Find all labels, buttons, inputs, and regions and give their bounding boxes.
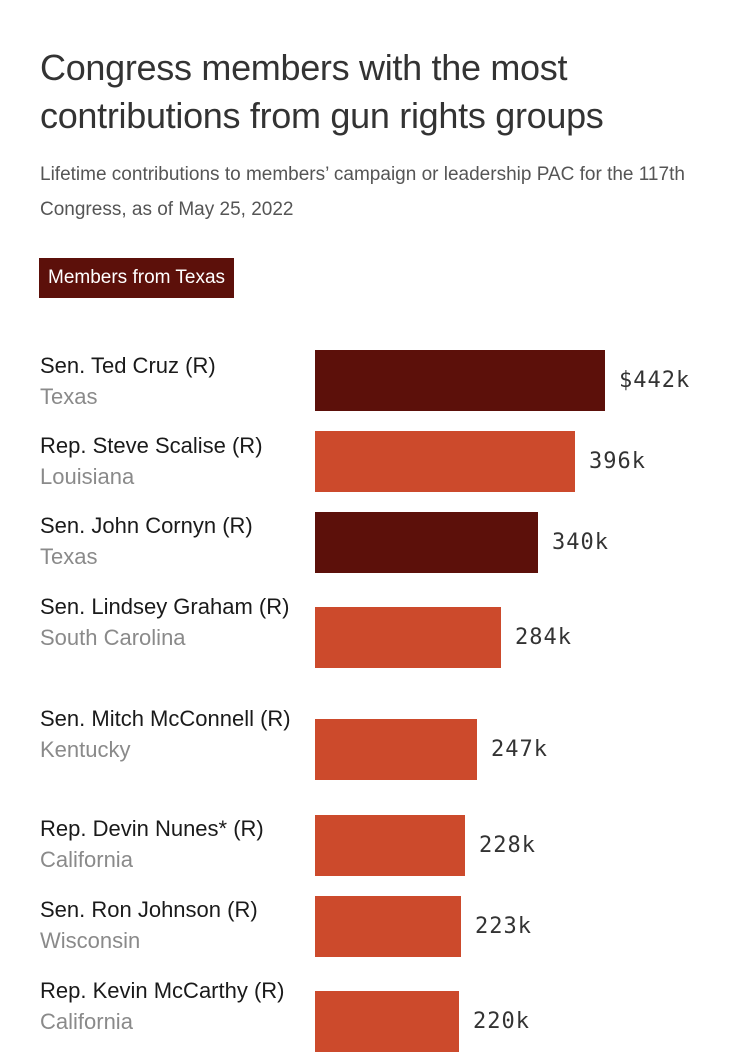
member-state: Texas — [40, 544, 98, 569]
bar — [315, 991, 459, 1052]
member-name: Sen. Lindsey Graham (R) — [40, 594, 290, 619]
row-label: Sen. Ron Johnson (R) Wisconsin — [40, 894, 305, 956]
row-label: Sen. Mitch McConnell (R) Kentucky — [40, 703, 305, 765]
member-state: Wisconsin — [40, 928, 141, 953]
bar — [315, 719, 477, 780]
bar — [315, 512, 538, 573]
data-label: 284k — [515, 625, 572, 650]
member-name: Sen. Ted Cruz (R) — [40, 353, 216, 378]
row-label: Rep. Steve Scalise (R) Louisiana — [40, 430, 305, 492]
member-state: California — [40, 1009, 133, 1034]
data-label: 396k — [589, 449, 646, 474]
bar — [315, 815, 465, 876]
member-name: Rep. Steve Scalise (R) — [40, 433, 263, 458]
bar — [315, 607, 501, 668]
chart-subtitle: Lifetime contributions to members’ campa… — [40, 164, 685, 220]
member-name: Sen. John Cornyn (R) — [40, 513, 253, 538]
member-name: Rep. Kevin McCarthy (R) — [40, 978, 285, 1003]
data-label: 220k — [473, 1009, 530, 1034]
member-state: Texas — [40, 384, 98, 409]
row-label: Rep. Kevin McCarthy (R) California — [40, 975, 305, 1037]
member-state: South Carolina — [40, 625, 186, 650]
bar — [315, 896, 461, 957]
member-state: Kentucky — [40, 737, 131, 762]
row-label: Rep. Devin Nunes* (R) California — [40, 813, 305, 875]
member-name: Sen. Mitch McConnell (R) — [40, 706, 291, 731]
data-label: 247k — [491, 737, 548, 762]
row-label: Sen. John Cornyn (R) Texas — [40, 510, 305, 572]
data-label: 228k — [479, 833, 536, 858]
row-label: Sen. Lindsey Graham (R) South Carolina — [40, 591, 305, 653]
member-state: Louisiana — [40, 464, 135, 489]
row-label: Sen. Ted Cruz (R) Texas — [40, 350, 305, 412]
bar — [315, 431, 575, 492]
member-state: California — [40, 847, 133, 872]
legend-texas-badge: Members from Texas — [39, 258, 235, 298]
chart-title: Congress members with the most contribut… — [40, 47, 604, 136]
data-label: $442k — [619, 368, 691, 393]
member-name: Rep. Devin Nunes* (R) — [40, 816, 264, 841]
data-label: 340k — [552, 530, 609, 555]
bar — [315, 350, 605, 411]
data-label: 223k — [475, 914, 532, 939]
member-name: Sen. Ron Johnson (R) — [40, 897, 258, 922]
